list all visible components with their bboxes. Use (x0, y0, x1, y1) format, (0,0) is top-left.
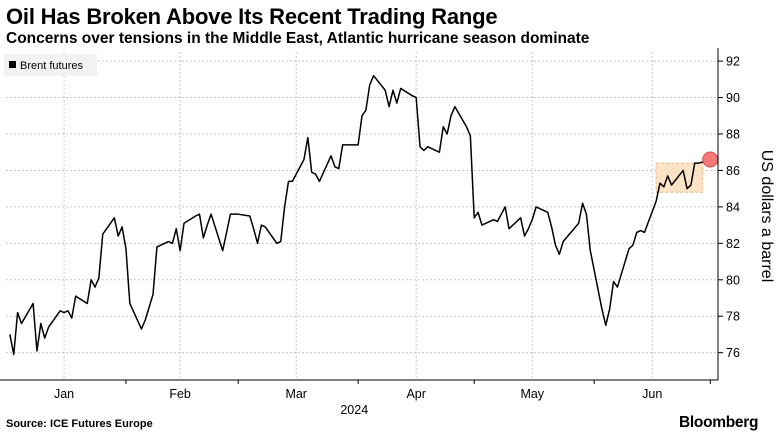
source-note: Source: ICE Futures Europe (6, 418, 153, 430)
y-axis-label: US dollars a barrel (758, 150, 775, 283)
x-tick-label: Jun (642, 387, 662, 401)
axes: 76 78 80 82 84 86 88 90 92 Jan Feb Mar Apr May Jun 2024… (0, 48, 775, 417)
latest-value-marker (702, 151, 719, 168)
x-tick-label: Mar (285, 387, 307, 401)
legend-swatch (9, 61, 16, 68)
legend-background (4, 54, 97, 76)
x-year-label: 2024 (340, 403, 368, 417)
legend-label: Brent futures (20, 60, 83, 72)
y-tick-label: 84 (726, 200, 740, 214)
y-tick-label: 88 (726, 128, 740, 142)
gridlines (6, 52, 718, 380)
trading-range-highlight (655, 162, 704, 193)
x-tick-label: Jan (54, 387, 74, 401)
bloomberg-logo: Bloomberg (679, 414, 759, 431)
x-tick-label: May (520, 387, 544, 401)
y-tick-label: 82 (726, 237, 740, 251)
legend: Brent futures (4, 54, 97, 76)
chart-title: Oil Has Broken Above Its Recent Trading … (6, 4, 498, 29)
y-tick-label: 86 (726, 164, 740, 178)
y-tick-label: 90 (726, 91, 740, 105)
y-tick-label: 80 (726, 273, 740, 287)
series-line-brent-futures (9, 74, 711, 356)
highlight-layer (655, 162, 704, 193)
marker-layer (702, 151, 719, 168)
y-tick-label: 78 (726, 310, 740, 324)
x-tick-label: Apr (406, 387, 425, 401)
chart-subtitle: Concerns over tensions in the Middle Eas… (6, 30, 590, 47)
y-tick-label: 92 (726, 55, 740, 69)
x-tick-label: Feb (169, 387, 191, 401)
y-tick-label: 76 (726, 346, 740, 360)
